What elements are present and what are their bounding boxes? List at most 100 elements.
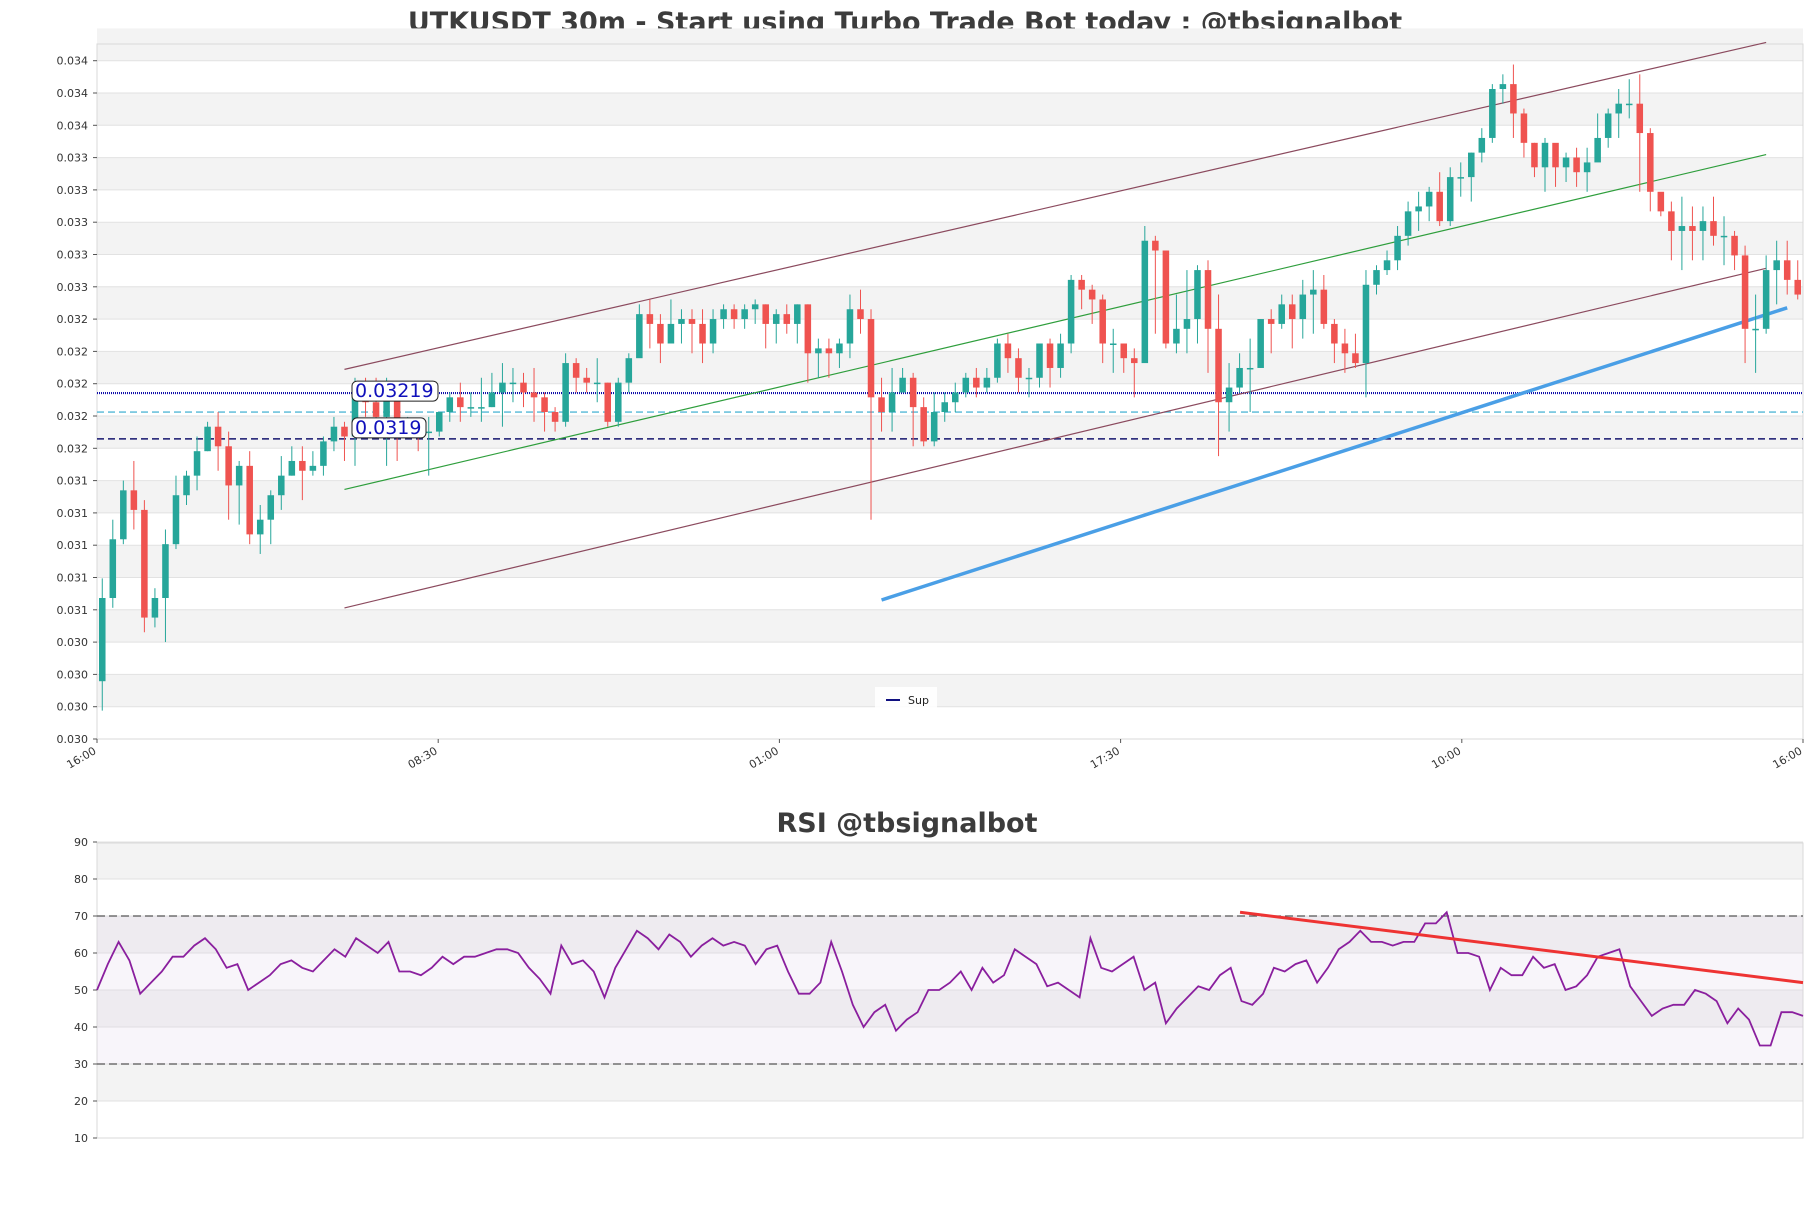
- candle-body: [1236, 367, 1243, 388]
- price-y-tick-label: 0.033: [57, 184, 89, 197]
- price-grid-band: [97, 480, 1803, 513]
- price-x-tick-label: 16:00: [65, 744, 99, 771]
- candle-body: [1531, 142, 1538, 168]
- candle-body: [151, 598, 159, 618]
- rsi-y-tick-label: 10: [74, 1132, 88, 1145]
- candle-body: [1162, 250, 1170, 344]
- rsi-neutral-zone: [97, 916, 1803, 1064]
- candle-body: [1668, 211, 1675, 231]
- candle-body: [1604, 113, 1612, 138]
- price-grid-band: [97, 222, 1803, 255]
- candle-body: [1636, 103, 1644, 134]
- rsi-grid-band: [97, 1064, 1803, 1101]
- price-y-tick-label: 0.032: [57, 313, 89, 326]
- candle-body: [804, 304, 812, 354]
- price-y-tick-label: 0.032: [57, 442, 89, 455]
- candle-body: [499, 382, 506, 393]
- rsi-chart-title: RSI @tbsignalbot: [776, 808, 1037, 839]
- candle-body: [1783, 260, 1791, 280]
- price-y-tick-label: 0.030: [57, 733, 89, 746]
- candle-body: [1625, 103, 1633, 106]
- candle-body: [772, 314, 780, 324]
- candle-body: [351, 392, 359, 437]
- rsi-panel: RSI @tbsignalbot 10 20 30 40 50 60 70 80 90: [74, 808, 1804, 1145]
- rsi-overlays: [96, 910, 1804, 1065]
- candle-body: [1647, 133, 1654, 192]
- candle-body: [1246, 367, 1254, 370]
- candle-body: [214, 426, 222, 447]
- candle-body: [162, 544, 169, 599]
- candle-body: [1078, 279, 1085, 290]
- candle-body: [1310, 289, 1317, 295]
- candle-body: [615, 382, 622, 422]
- candle-body: [1594, 137, 1601, 163]
- price-y-tick-label: 0.033: [57, 152, 89, 165]
- candle-body: [1699, 221, 1707, 231]
- candle-body: [794, 304, 801, 324]
- candle-body: [667, 323, 675, 344]
- rsi-y-tick-label: 30: [74, 1058, 88, 1071]
- price-x-tick-label: 16:00: [1771, 744, 1805, 771]
- legend-box: [875, 687, 937, 711]
- candle-body: [1552, 142, 1559, 168]
- candle-body: [204, 426, 211, 452]
- candle-body: [625, 358, 633, 383]
- candlestick-series: [99, 64, 1801, 711]
- candle-body: [1741, 255, 1749, 329]
- candle-body: [1036, 343, 1043, 378]
- candle-body: [141, 509, 148, 618]
- price-y-tick-label: 0.031: [57, 604, 89, 617]
- candle-body: [593, 382, 601, 385]
- candle-body: [435, 412, 443, 432]
- candle-body: [1720, 235, 1728, 238]
- candle-body: [520, 382, 527, 393]
- candle-body: [1015, 358, 1022, 378]
- candle-body: [183, 475, 190, 496]
- channel-mid-line: [344, 153, 1767, 491]
- rsi-y-tick-label: 40: [74, 1021, 88, 1034]
- candle-body: [256, 519, 264, 535]
- price-y-tick-label: 0.032: [57, 345, 89, 358]
- candle-body: [741, 309, 748, 320]
- price-grid-band: [97, 351, 1803, 384]
- candle-body: [1257, 319, 1264, 368]
- candle-body: [1067, 279, 1075, 344]
- candle-body: [235, 465, 243, 486]
- price-x-tick-label: 10:00: [1429, 744, 1463, 771]
- channel-upper-line: [344, 41, 1767, 370]
- candle-body: [1331, 323, 1338, 344]
- candle-body: [1520, 113, 1528, 143]
- price-y-tick-label: 0.034: [57, 119, 89, 132]
- rsi-y-tick-label: 20: [74, 1095, 88, 1108]
- candle-body: [478, 407, 485, 409]
- price-level-labels: 0.03219 0.0319: [351, 380, 439, 439]
- candle-body: [120, 490, 127, 540]
- candle-body: [1278, 304, 1285, 324]
- rsi-y-tick-label: 80: [74, 873, 88, 886]
- price-y-tick-label: 0.031: [57, 539, 89, 552]
- candle-body: [962, 377, 970, 393]
- candle-body: [1215, 328, 1222, 403]
- price-y-tick-label: 0.033: [57, 249, 89, 262]
- candle-body: [1141, 240, 1149, 364]
- support-trend-line: [881, 306, 1788, 602]
- rsi-y-axis: 10 20 30 40 50 60 70 80 90: [74, 836, 97, 1145]
- candle-body: [751, 304, 759, 310]
- rsi-y-tick-label: 50: [74, 984, 88, 997]
- price-y-axis: 0.030 0.030 0.030 0.030 0.031 0.031 0.031 0.031…: [57, 55, 97, 746]
- candle-body: [1468, 152, 1475, 178]
- price-x-tick-label: 17:30: [1088, 744, 1122, 771]
- price-x-tick-label: 01:00: [747, 744, 781, 771]
- price-grid-band: [97, 28, 1803, 61]
- candle-body: [909, 377, 917, 408]
- candle-body: [1299, 294, 1307, 320]
- candle-body: [888, 392, 896, 413]
- candle-body: [1173, 328, 1180, 344]
- price-x-axis: 16:00 08:30 01:00 17:30 10:00 16:00: [65, 739, 1805, 771]
- candle-body: [551, 412, 559, 422]
- candle-body: [1004, 343, 1012, 359]
- candle-body: [1267, 319, 1275, 324]
- candle-body: [1541, 142, 1549, 168]
- candle-body: [1436, 191, 1443, 222]
